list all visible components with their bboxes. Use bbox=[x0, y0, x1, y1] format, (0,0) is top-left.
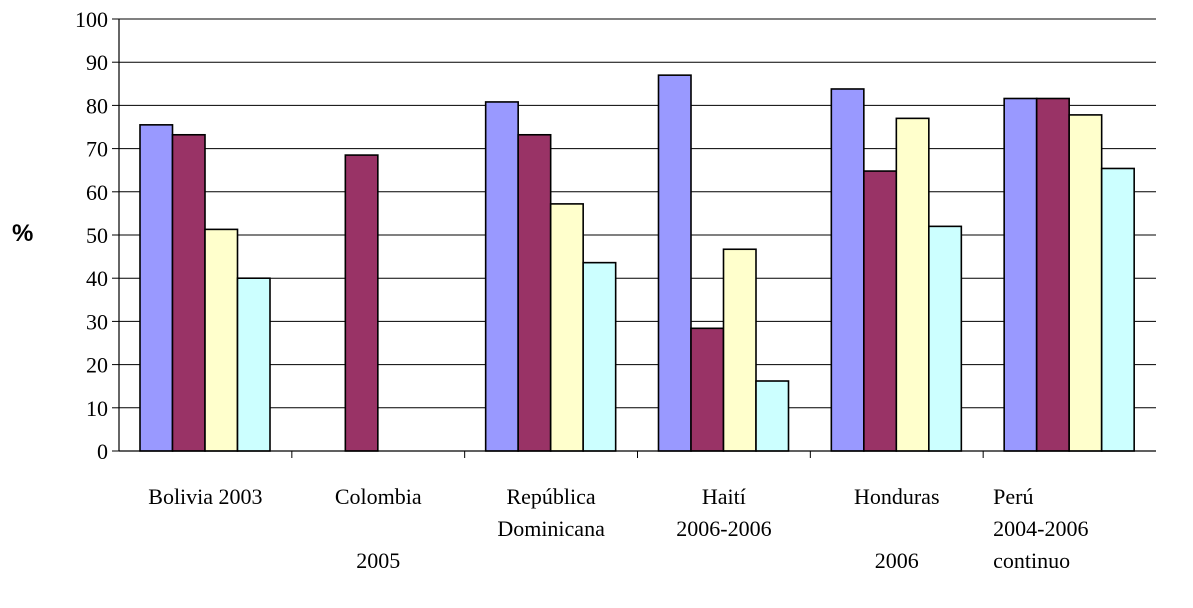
bar bbox=[690, 327, 725, 452]
axes bbox=[112, 18, 1156, 458]
y-tick-label: 30 bbox=[86, 309, 108, 334]
bar bbox=[722, 248, 757, 452]
x-category-label: Honduras 2006 bbox=[854, 484, 940, 573]
bar bbox=[582, 261, 617, 452]
x-category-label-line: 2006 bbox=[875, 548, 919, 573]
y-tick-label: 10 bbox=[86, 396, 108, 421]
y-tick-label: 90 bbox=[86, 50, 108, 75]
x-category-label-line: 2006-2006 bbox=[676, 516, 771, 541]
bar bbox=[928, 225, 963, 452]
bar bbox=[895, 117, 930, 452]
bar bbox=[1068, 114, 1103, 452]
bar bbox=[204, 228, 239, 452]
bar bbox=[657, 74, 692, 452]
y-tick-label: 60 bbox=[86, 180, 108, 205]
x-category-label: RepúblicaDominicana2007 bbox=[497, 484, 605, 608]
bar bbox=[517, 133, 552, 452]
y-tick-label: 40 bbox=[86, 266, 108, 291]
x-category-label: Perú 2004-2006 continuo bbox=[993, 484, 1088, 573]
bar bbox=[1003, 97, 1038, 452]
bar bbox=[1100, 167, 1135, 452]
y-tick-labels: 0 10 20 30 40 50 60 70 80 90 100 bbox=[75, 7, 108, 464]
y-tick-label: 0 bbox=[97, 439, 108, 464]
bar bbox=[171, 133, 206, 452]
bar bbox=[344, 154, 379, 452]
bar bbox=[863, 170, 898, 452]
x-category-label-line: Bolivia 2003 bbox=[148, 484, 262, 509]
x-category-label-line: Perú bbox=[993, 484, 1033, 509]
bar bbox=[549, 203, 584, 452]
bar bbox=[1035, 97, 1070, 452]
bars bbox=[139, 74, 1135, 452]
x-category-label: Colombia 2005 bbox=[335, 484, 422, 573]
bar bbox=[484, 101, 519, 452]
y-tick-label: 100 bbox=[75, 7, 108, 32]
x-category-label-line: 2004-2006 bbox=[993, 516, 1088, 541]
x-category-label-line: Honduras bbox=[854, 484, 940, 509]
y-tick-label: 70 bbox=[86, 137, 108, 162]
x-category-label: Haití 2006-2006 bbox=[676, 484, 771, 541]
x-category-label-line: continuo bbox=[993, 548, 1070, 573]
x-category-label-line: Colombia bbox=[335, 484, 422, 509]
x-category-labels: Bolivia 2003 Colombia 2005 República Dominic… bbox=[148, 484, 1088, 608]
y-tick-label: 20 bbox=[86, 353, 108, 378]
bar bbox=[236, 277, 271, 452]
y-tick-label: 50 bbox=[86, 223, 108, 248]
bar bbox=[755, 380, 790, 452]
x-category-label-line: Dominicana bbox=[497, 516, 605, 541]
gridlines bbox=[119, 18, 1156, 409]
x-category-label-line: República bbox=[506, 484, 595, 509]
y-tick-label: 80 bbox=[86, 93, 108, 118]
x-category-label: Bolivia 2003 bbox=[148, 484, 262, 509]
x-category-label-line: Haití bbox=[702, 484, 746, 509]
y-axis-label: % bbox=[12, 220, 33, 247]
bar bbox=[139, 124, 174, 452]
x-category-label-line: 2005 bbox=[356, 548, 400, 573]
bar bbox=[830, 88, 865, 452]
